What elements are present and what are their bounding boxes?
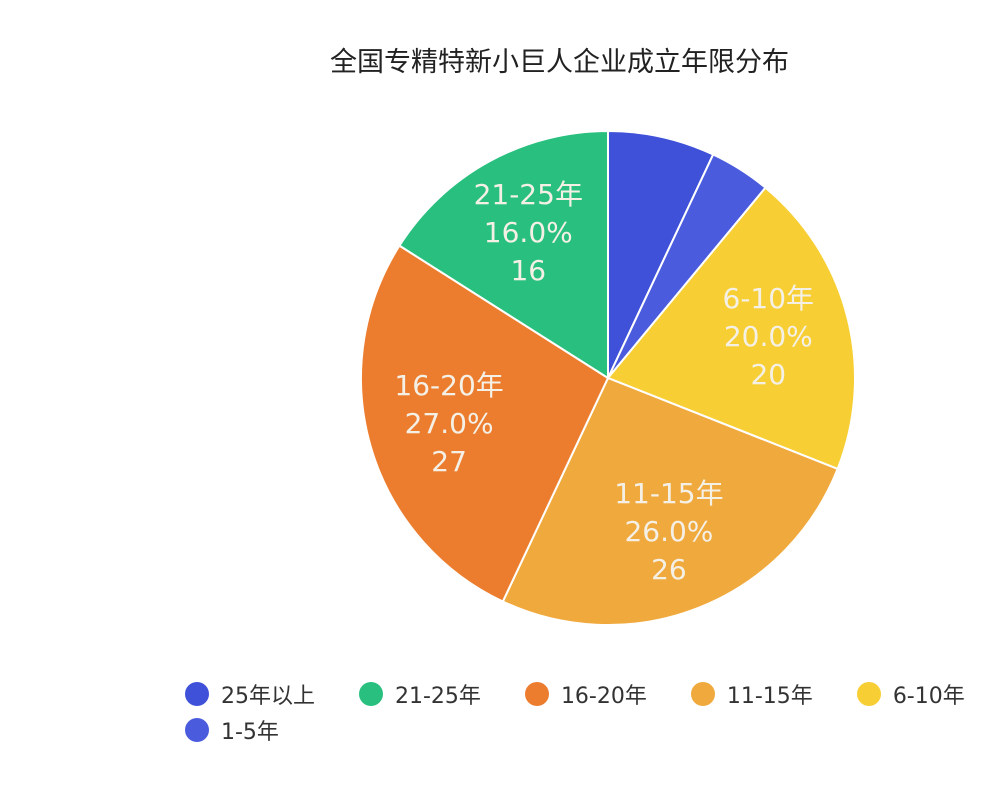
slice-label: 16.0% — [484, 216, 573, 249]
slice-label: 27 — [431, 445, 467, 478]
legend: 25年以上 21-25年 16-20年 11-15年 6-10年 1-5年 — [185, 676, 1000, 748]
legend-item[interactable]: 16-20年 — [524, 676, 647, 712]
legend-item[interactable]: 6-10年 — [856, 676, 965, 712]
legend-item[interactable]: 25年以上 — [185, 676, 315, 712]
legend-item[interactable]: 1-5年 — [185, 712, 279, 748]
slice-label: 11-15年 — [614, 477, 723, 510]
legend-label: 6-10年 — [892, 684, 965, 709]
legend-marker-icon — [359, 682, 383, 706]
pie-slice[interactable] — [360, 244, 610, 603]
slice-label: 20.0% — [724, 320, 813, 353]
pie-slice[interactable] — [607, 129, 715, 379]
legend-marker-icon — [856, 682, 881, 706]
legend-item[interactable]: 11-15年 — [690, 676, 813, 712]
legend-label: 1-5年 — [221, 720, 279, 745]
pie-slice[interactable] — [501, 376, 839, 626]
slice-label: 20 — [750, 358, 786, 391]
legend-marker-icon — [185, 682, 209, 706]
legend-label: 21-25年 — [395, 684, 481, 709]
legend-item[interactable]: 21-25年 — [359, 676, 481, 712]
legend-label: 25年以上 — [221, 684, 315, 709]
legend-label: 16-20年 — [560, 684, 647, 709]
slice-label: 21-25年 — [474, 178, 583, 211]
slice-label: 16-20年 — [394, 369, 503, 402]
slice-label: 16 — [510, 254, 546, 287]
slice-label: 26.0% — [624, 515, 713, 548]
legend-marker-icon — [524, 682, 549, 706]
pie-slice[interactable] — [606, 186, 856, 471]
chart-title: 全国专精特新小巨人企业成立年限分布 — [330, 47, 789, 78]
pie-slice[interactable] — [398, 129, 609, 380]
slice-label: 27.0% — [405, 407, 494, 440]
slice-label: 6-10年 — [723, 282, 815, 315]
slice-label: 26 — [651, 553, 687, 586]
legend-label: 11-15年 — [726, 684, 813, 709]
legend-marker-icon — [185, 718, 209, 742]
legend-marker-icon — [690, 682, 715, 706]
